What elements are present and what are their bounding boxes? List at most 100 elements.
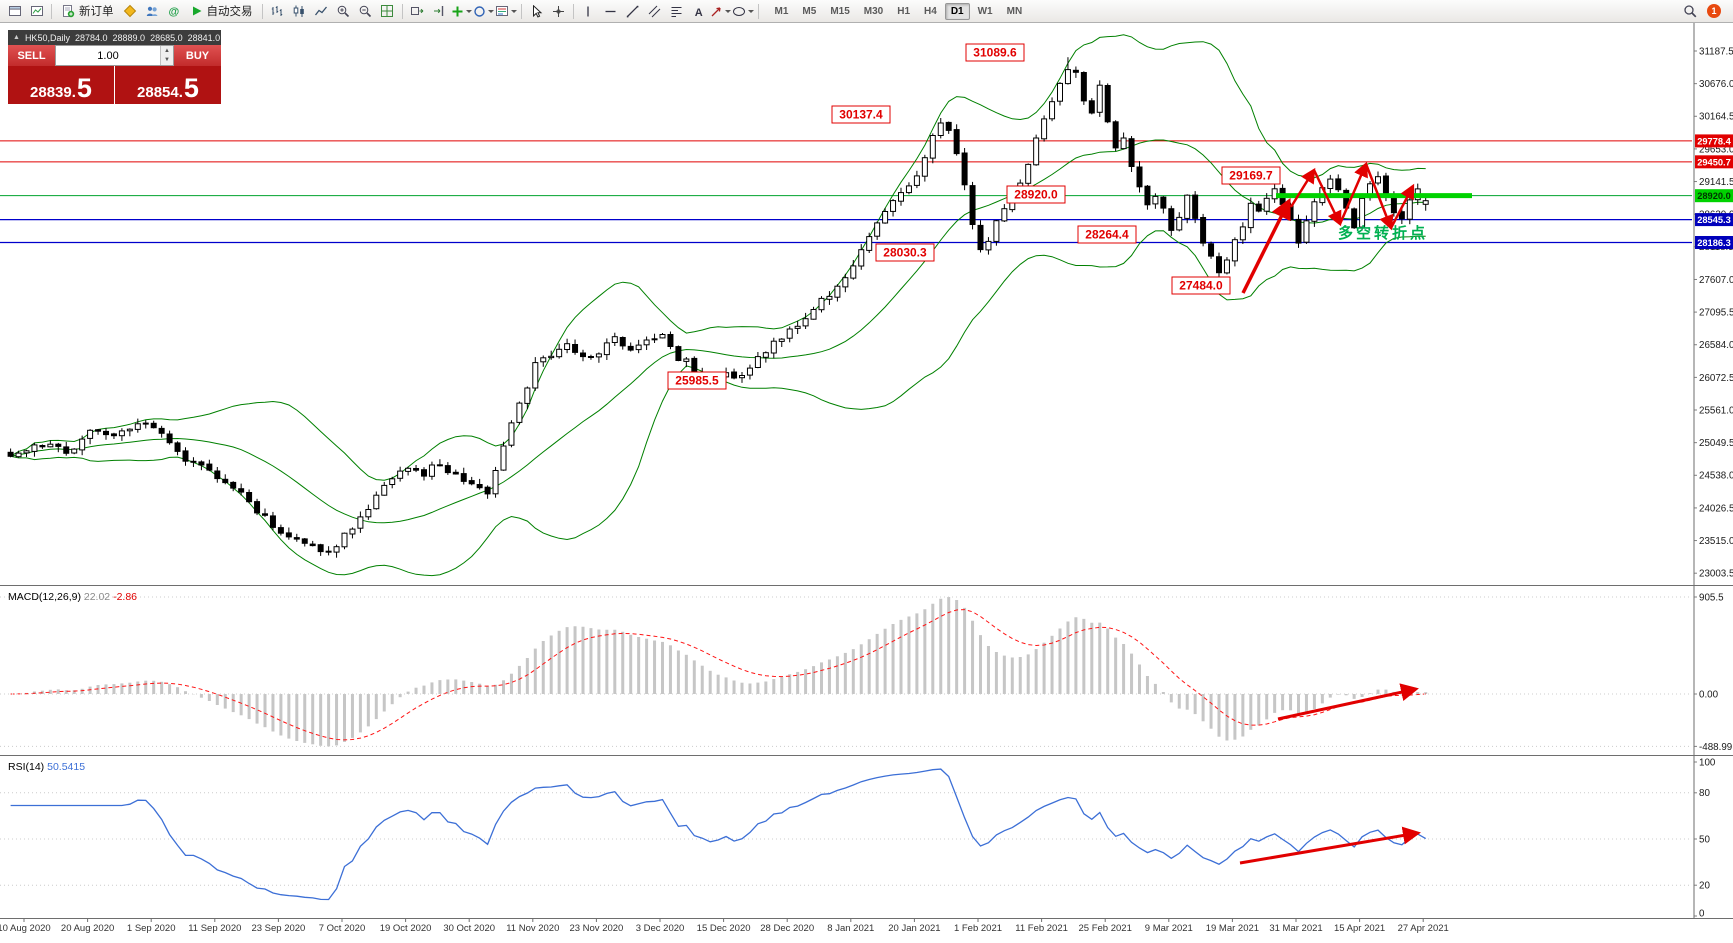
timeframe-button-w1[interactable]: W1 — [977, 5, 993, 17]
price-axis-label: 26072.5 — [1699, 373, 1733, 384]
date-axis-label: 15 Dec 2020 — [697, 923, 751, 934]
zoom-in-button[interactable] — [333, 2, 354, 21]
date-axis-label: 1 Sep 2020 — [127, 923, 176, 934]
mql5-button[interactable] — [120, 2, 141, 21]
trend-arrow[interactable] — [1389, 183, 1415, 229]
svg-text:25985.5: 25985.5 — [675, 374, 719, 388]
timeframe-button-h1[interactable]: H1 — [897, 5, 911, 17]
bid-ask-row: 28839. 5 28854. 5 — [8, 66, 221, 104]
community-button[interactable] — [142, 2, 163, 21]
profiles-button[interactable] — [26, 2, 47, 21]
timeframe-button-m1[interactable]: M1 — [774, 5, 789, 17]
macd-signal-line — [10, 609, 1426, 741]
svg-text:@: @ — [169, 6, 180, 18]
search-button[interactable] — [1679, 2, 1700, 21]
price-annotation[interactable]: 31089.6 — [965, 43, 1025, 62]
sell-price-main: 28839. — [30, 84, 76, 101]
tile-windows-button[interactable] — [377, 2, 398, 21]
sell-price-display[interactable]: 28839. 5 — [8, 66, 114, 104]
trend-arrow[interactable] — [1338, 161, 1368, 225]
text-tool-button[interactable]: A — [688, 2, 709, 21]
chart-info-bar[interactable]: ▲ HK50,Daily 28784.0 28889.0 28685.0 288… — [8, 30, 221, 45]
price-axis-label: 31187.5 — [1699, 46, 1733, 57]
price-axis-label: 26584.0 — [1699, 340, 1733, 351]
timeframe-button-mn[interactable]: MN — [1006, 5, 1023, 17]
volume-field[interactable]: 1.00 ▲ ▼ — [55, 45, 174, 66]
price-axis-label: 30164.5 — [1699, 112, 1733, 123]
dropdown-caret-icon — [487, 9, 494, 13]
autotrading-button[interactable]: 自动交易 — [186, 2, 258, 21]
horizontal-line-tool-button[interactable] — [600, 2, 621, 21]
price-annotation[interactable]: 28920.0 — [1006, 185, 1066, 204]
trend-arrow[interactable] — [1289, 167, 1316, 208]
profiles-icon — [30, 6, 43, 16]
new-chart-icon — [8, 6, 21, 16]
price-axis-label: 23515.0 — [1699, 536, 1733, 547]
price-annotation[interactable]: 28264.4 — [1077, 225, 1137, 244]
collapse-panel-icon[interactable]: ▲ — [13, 34, 20, 41]
auto-scroll-button[interactable] — [407, 2, 428, 21]
new-chart-button[interactable] — [4, 2, 25, 21]
search-icon — [1683, 5, 1696, 18]
shapes-tool-icon — [732, 6, 745, 16]
price-annotation[interactable]: 29169.7 — [1221, 166, 1281, 185]
date-axis-label: 28 Dec 2020 — [760, 923, 814, 934]
channel-tool-button[interactable] — [644, 2, 665, 21]
indicators-button[interactable] — [451, 2, 472, 21]
date-axis-label: 1 Feb 2021 — [954, 923, 1002, 934]
bar-chart-button[interactable] — [267, 2, 288, 21]
zoom-out-button[interactable] — [355, 2, 376, 21]
candlestick-chart-button[interactable] — [289, 2, 310, 21]
price-annotation[interactable]: 27484.0 — [1171, 276, 1231, 295]
trend-arrow[interactable] — [1277, 683, 1419, 721]
vertical-line-tool-button[interactable] — [578, 2, 599, 21]
fibonacci-icon — [671, 6, 681, 17]
volume-up-button[interactable]: ▲ — [161, 46, 173, 56]
cursor-button[interactable] — [526, 2, 547, 21]
date-axis-label: 11 Nov 2020 — [506, 923, 559, 934]
line-chart-button[interactable] — [311, 2, 332, 21]
notification-badge[interactable]: 1 — [1707, 4, 1721, 18]
crosshair-button[interactable] — [548, 2, 569, 21]
arrows-tool-button[interactable] — [710, 2, 731, 21]
ohlc-high: 28889.0 — [112, 32, 146, 43]
rsi-axis-label: 0 — [1699, 908, 1705, 919]
community-people-icon — [146, 6, 158, 16]
arrows-tool-icon — [711, 6, 721, 16]
symbol-period-label: HK50,Daily — [24, 32, 70, 43]
trend-arrow[interactable] — [1312, 169, 1342, 227]
new-order-button[interactable]: 新订单 — [56, 2, 119, 21]
candles — [7, 57, 1429, 558]
ohlc-close: 28841.0 — [187, 32, 221, 43]
timeframe-button-m15[interactable]: M15 — [830, 5, 850, 17]
cn-annotation-text[interactable]: 多空转折点 — [1338, 224, 1428, 242]
buy-price-display[interactable]: 28854. 5 — [115, 66, 221, 104]
trend-arrow[interactable] — [1241, 197, 1291, 294]
line-chart-icon — [314, 6, 328, 16]
trendline-tool-button[interactable] — [622, 2, 643, 21]
trend-arrow[interactable] — [1364, 163, 1394, 231]
timeframe-button-m5[interactable]: M5 — [802, 5, 817, 17]
fibonacci-tool-button[interactable] — [666, 2, 687, 21]
timeframe-button-m30[interactable]: M30 — [863, 5, 884, 17]
volume-down-button[interactable]: ▼ — [161, 55, 173, 65]
date-axis-label: 19 Mar 2021 — [1206, 923, 1259, 934]
price-annotation[interactable]: 30137.4 — [831, 105, 891, 124]
shapes-tool-button[interactable] — [732, 2, 754, 21]
timeframe-button-h4[interactable]: H4 — [924, 5, 937, 17]
trade-buttons-row: SELL 1.00 ▲ ▼ BUY — [8, 45, 221, 66]
chart-settings-button[interactable] — [495, 2, 517, 21]
volume-value[interactable]: 1.00 — [97, 49, 119, 62]
timeframe-button-d1[interactable]: D1 — [944, 2, 970, 20]
date-axis-label: 3 Dec 2020 — [636, 923, 685, 934]
price-annotation[interactable]: 25985.5 — [667, 371, 727, 390]
buy-button[interactable]: BUY — [174, 45, 221, 66]
market-button[interactable]: @ — [164, 2, 185, 21]
objects-button[interactable] — [473, 2, 494, 21]
date-axis-label: 31 Mar 2021 — [1269, 923, 1322, 934]
sell-button[interactable]: SELL — [8, 45, 55, 66]
chart-shift-button[interactable] — [429, 2, 450, 21]
price-annotation[interactable]: 28030.3 — [875, 243, 935, 262]
trend-arrow[interactable] — [1239, 826, 1421, 865]
